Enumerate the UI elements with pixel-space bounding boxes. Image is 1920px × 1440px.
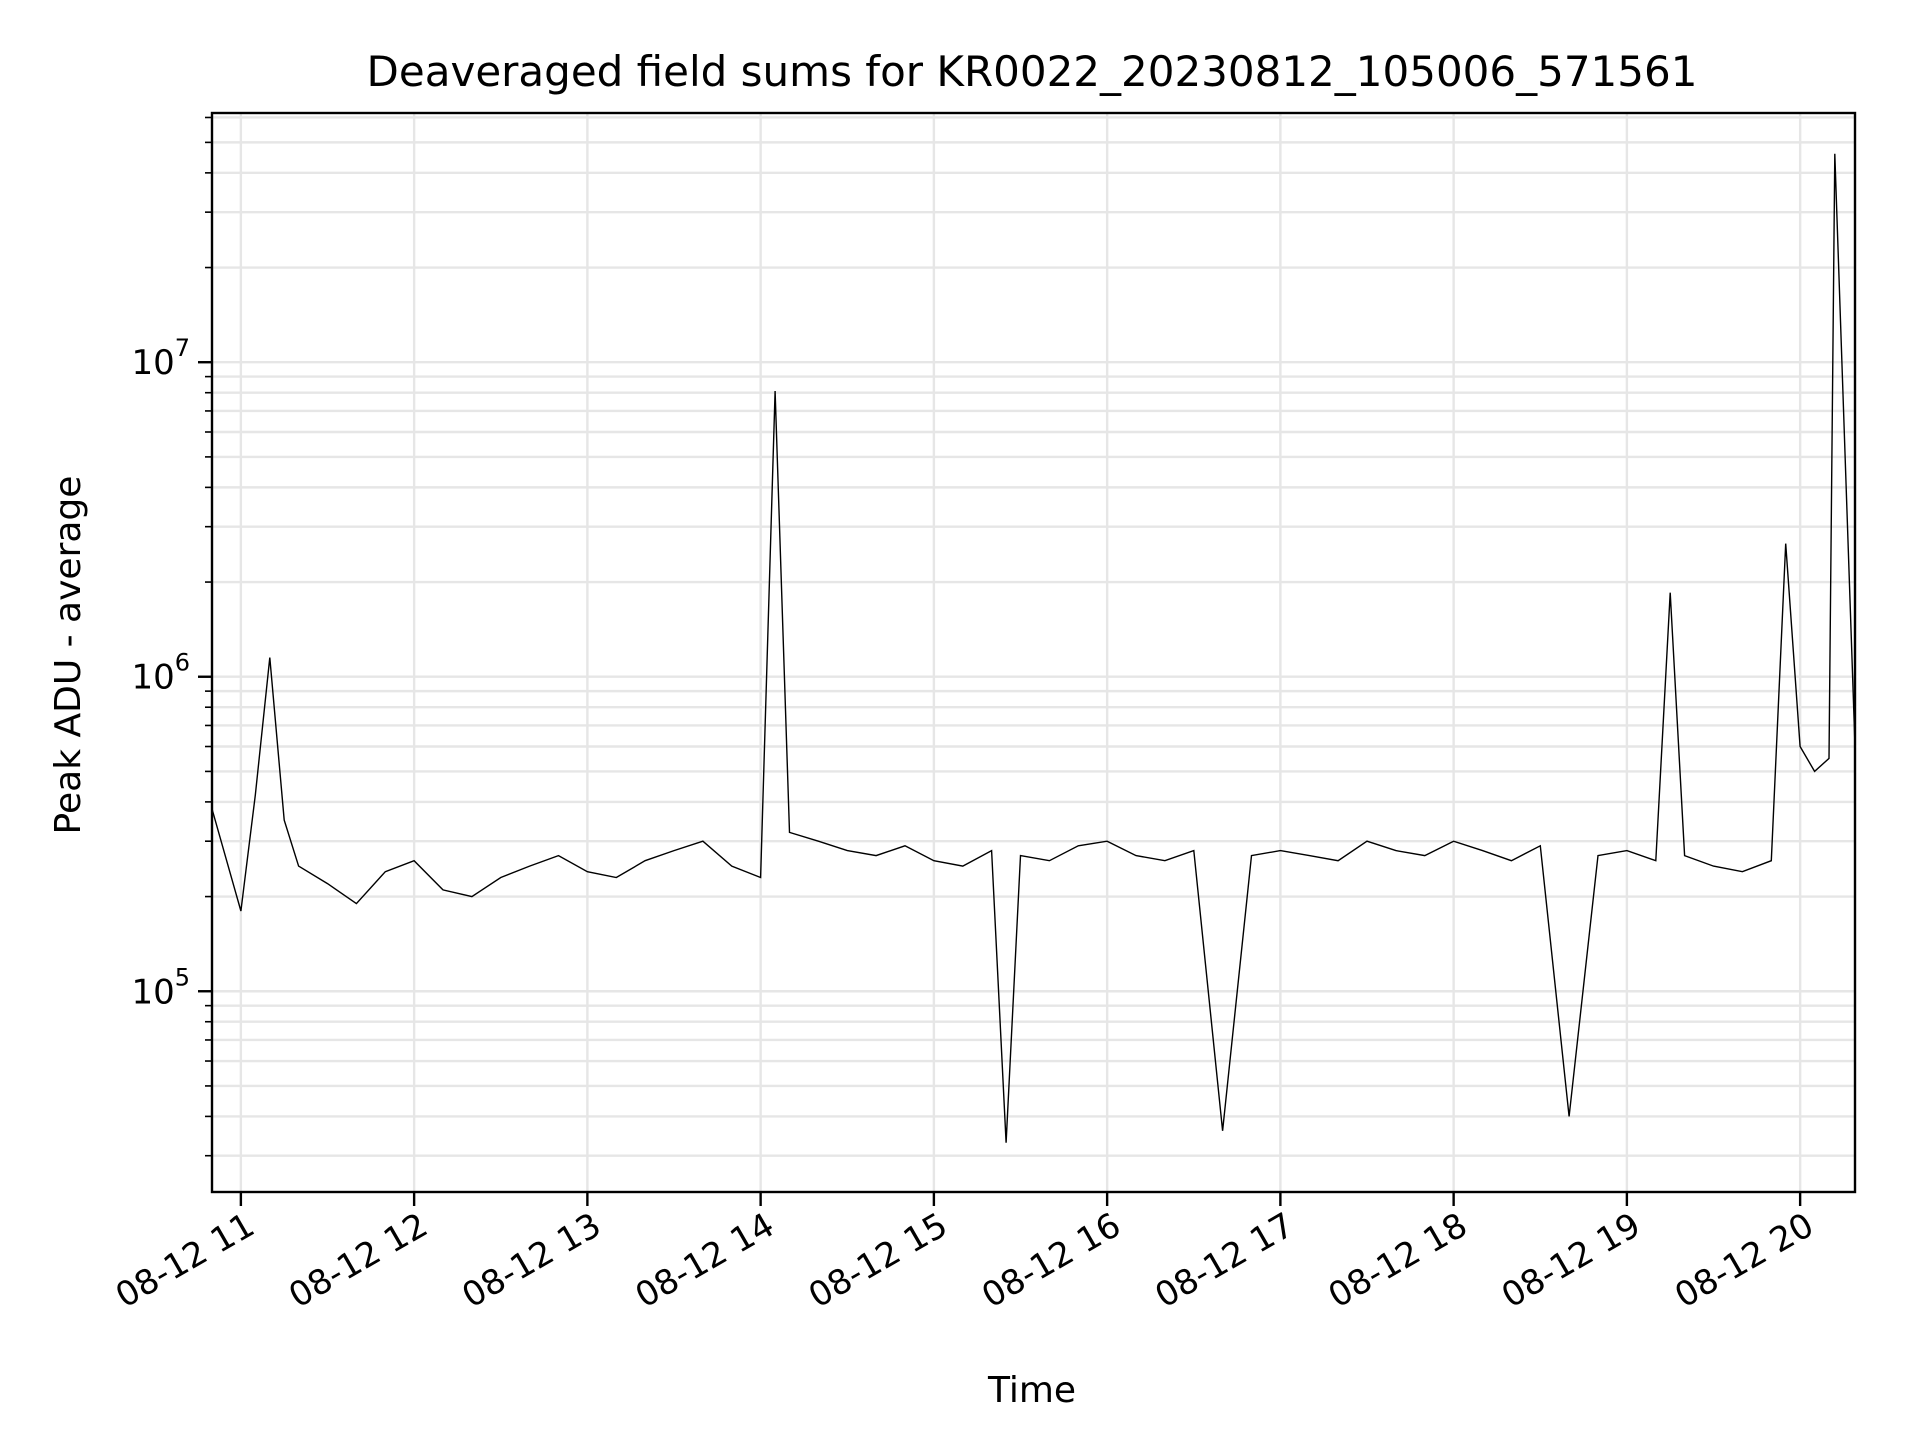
y-tick-label: 105 [131, 963, 190, 1012]
y-tick-label: 107 [131, 334, 190, 383]
x-tick-label: 08-12 12 [282, 1205, 434, 1316]
x-tick-label: 08-12 18 [1322, 1205, 1474, 1316]
x-tick-label: 08-12 19 [1495, 1205, 1647, 1316]
plot-area [210, 111, 1857, 1194]
y-tick-base: 10 [131, 972, 174, 1012]
y-tick-exponent: 5 [175, 963, 190, 991]
plot-frame [210, 111, 1857, 1194]
x-axis-label: Time [987, 1370, 1076, 1411]
series-line-0 [211, 153, 1856, 1143]
y-tick-base: 10 [131, 658, 174, 698]
x-tick-label: 08-12 15 [802, 1205, 954, 1316]
x-tick-label: 08-12 14 [629, 1205, 781, 1316]
y-axis-label: Peak ADU - average [48, 476, 89, 835]
x-tick-label: 08-12 13 [455, 1205, 607, 1316]
y-tick-label: 106 [131, 649, 190, 698]
y-tick-exponent: 6 [175, 649, 190, 677]
y-tick-base: 10 [131, 343, 174, 383]
series-group [211, 153, 1856, 1143]
x-tick-label: 08-12 20 [1668, 1205, 1820, 1316]
grid [212, 113, 1855, 1192]
x-tick-label: 08-12 16 [975, 1205, 1127, 1316]
x-axis: 08-12 11 08-12 12 08-12 13 08-12 14 08-12 15… [109, 1192, 1821, 1316]
chart-title: Deaveraged field sums for KR0022_2023081… [367, 47, 1698, 96]
x-tick-label: 08-12 17 [1148, 1205, 1300, 1316]
y-tick-exponent: 7 [175, 334, 190, 362]
x-tick-label: 08-12 11 [109, 1205, 261, 1316]
